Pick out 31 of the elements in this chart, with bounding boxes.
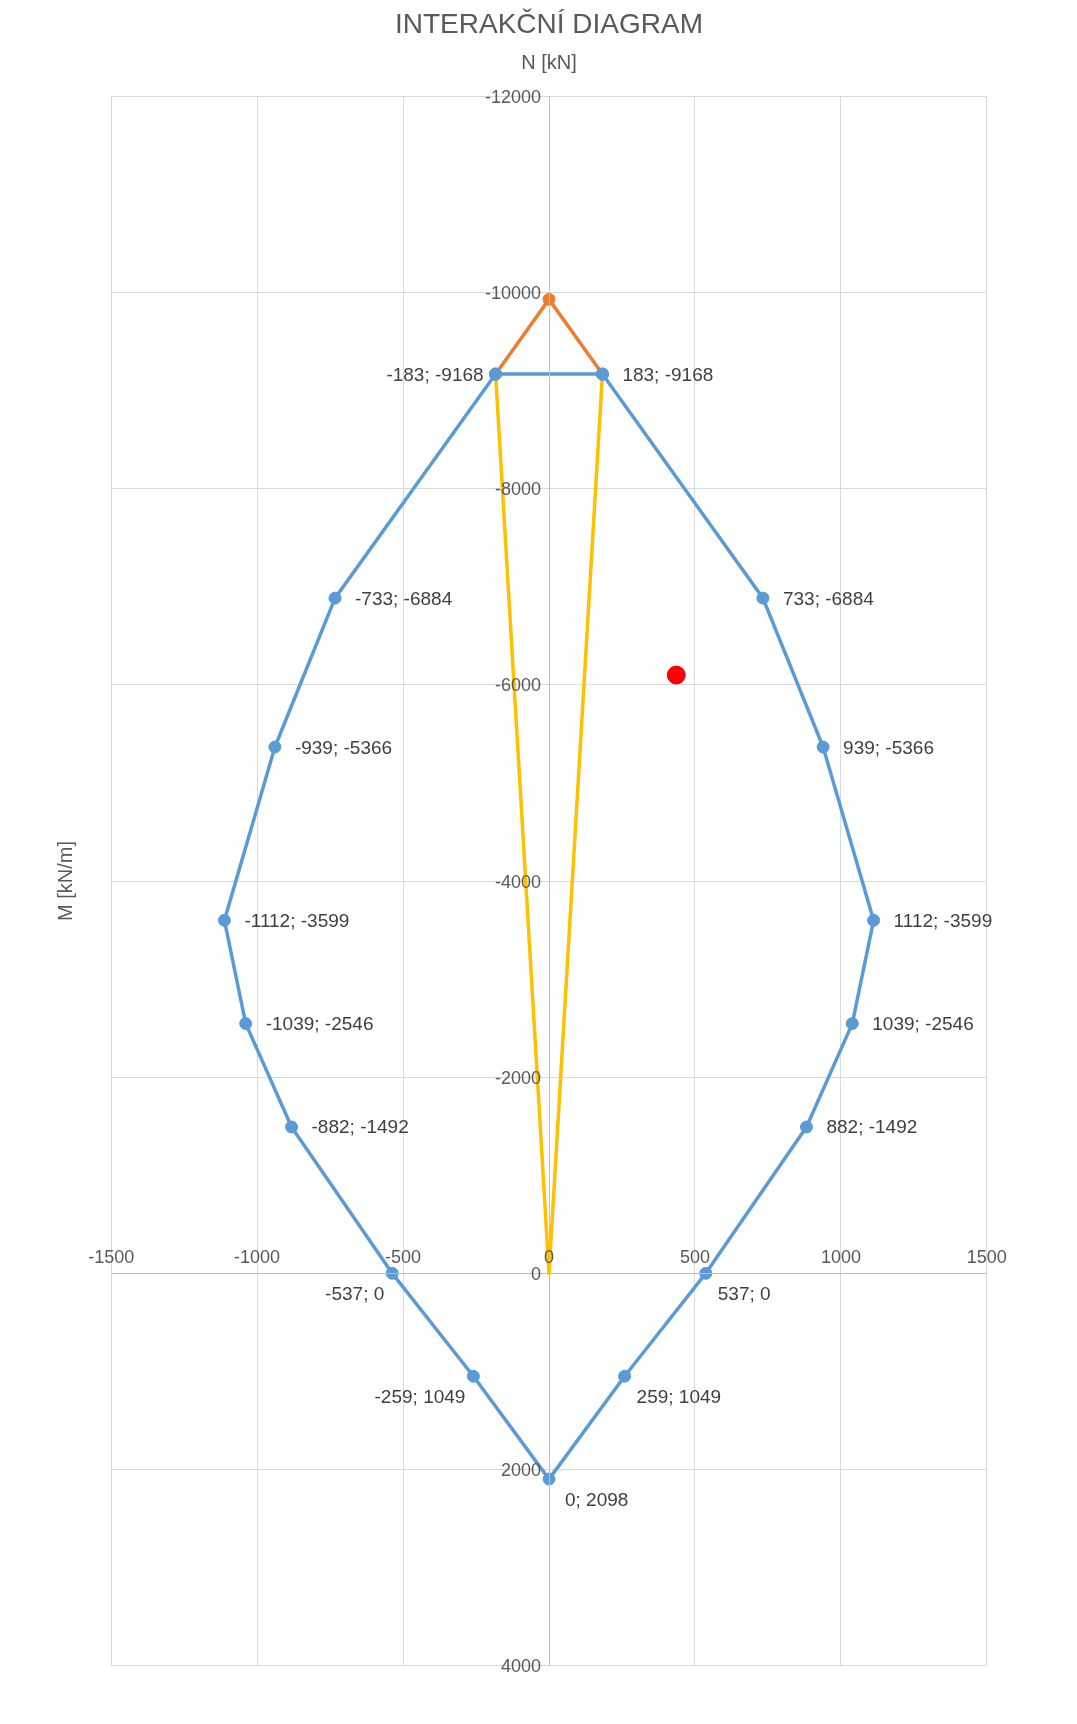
data-label: -733; -6884 (355, 587, 453, 609)
y-tick-label: 4000 (500, 1656, 541, 1677)
data-label: 0; 2098 (565, 1489, 629, 1511)
x-tick-label: -500 (385, 1247, 422, 1268)
data-label: -259; 1049 (374, 1386, 466, 1408)
y-axis-title: M [kN/m] (53, 841, 76, 921)
data-label: -939; -5366 (294, 736, 393, 758)
chart-title: INTERAKČNÍ DIAGRAM (394, 7, 704, 39)
data-label: -1039; -2546 (265, 1013, 374, 1035)
data-label: 537; 0 (717, 1283, 771, 1305)
data-label: -183; -9168 (386, 363, 484, 385)
y-tick-label: -10000 (484, 283, 542, 303)
data-label: 1112; -3599 (893, 909, 993, 931)
data-label: 733; -6884 (782, 587, 875, 609)
y-tick-label: 0 (530, 1263, 541, 1284)
x-tick-label: -1000 (234, 1247, 281, 1268)
data-label: -882; -1492 (311, 1116, 409, 1138)
y-tick-label: 2000 (500, 1460, 541, 1480)
x-tick-label: -1500 (88, 1247, 135, 1268)
data-label: 183; -9168 (622, 363, 714, 385)
data-label: 939; -5366 (843, 736, 934, 758)
data-label: 882; -1492 (826, 1116, 918, 1138)
x-tick-label: 1000 (820, 1247, 861, 1268)
data-label: 1039; -2546 (872, 1013, 974, 1035)
data-label: -1112; -3599 (244, 909, 350, 931)
x-tick-label: 1500 (966, 1247, 1007, 1268)
data-label: 259; 1049 (636, 1386, 722, 1408)
data-label: -537; 0 (325, 1283, 385, 1305)
x-axis-title: N [kN] (521, 50, 577, 73)
x-tick-label: 500 (679, 1247, 710, 1268)
y-tick-label: -12000 (484, 86, 542, 107)
